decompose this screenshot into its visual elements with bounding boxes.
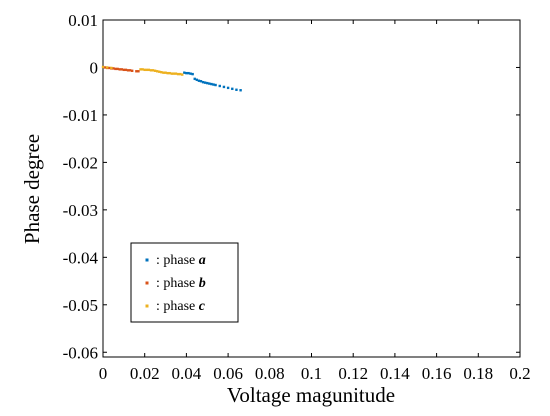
x-tick-label: 0.08 (255, 364, 285, 383)
data-point-phase-c (168, 71, 171, 75)
data-point-phase-b (126, 69, 130, 72)
data-point-phase-a (191, 72, 194, 76)
data-point-phase-c (166, 71, 169, 75)
x-tick-label: 0.1 (301, 364, 322, 383)
legend-marker (145, 281, 149, 285)
data-point-phase-a (201, 80, 205, 84)
y-tick-label: -0.04 (63, 248, 99, 267)
data-point-phase-a (210, 82, 213, 86)
legend-label-phase-letter: a (199, 253, 206, 268)
data-point-phase-c (101, 65, 105, 69)
legend-label-prefix: : phase (156, 299, 199, 314)
data-point-phase-a (193, 77, 196, 81)
x-tick-label: 0.14 (380, 364, 410, 383)
y-tick-label: -0.06 (63, 343, 98, 362)
data-point-phase-b (103, 66, 107, 69)
data-point-phase-c (141, 68, 144, 71)
data-point-phase-a (203, 81, 207, 84)
data-point-phase-a (197, 79, 201, 82)
data-point-phase-b (124, 68, 128, 72)
data-point-phase-a (195, 78, 199, 82)
y-tick-label: 0 (90, 58, 99, 77)
data-point-phase-a (212, 83, 215, 86)
data-point-phase-c (147, 68, 151, 72)
legend-marker (145, 258, 149, 262)
y-tick-label: 0.01 (68, 11, 98, 30)
data-point-phase-c (164, 71, 167, 74)
data-point-phase-a (208, 82, 211, 85)
legend-marker (145, 304, 149, 308)
data-point-phase-b (122, 68, 126, 72)
data-point-phase-b (120, 68, 123, 71)
data-point-phase-b (112, 67, 115, 70)
legend-label-phase-letter: c (199, 299, 206, 314)
data-point-phase-c (170, 72, 174, 75)
x-tick-label: 0.02 (130, 364, 160, 383)
data-point-phase-a (199, 80, 203, 83)
x-axis-label: Voltage magunitude (227, 383, 395, 407)
data-point-phase-c (160, 71, 163, 74)
y-tick-label: -0.01 (63, 106, 98, 125)
data-point-phase-a (239, 89, 242, 92)
data-point-phase-a (206, 81, 209, 85)
data-point-phase-a (183, 71, 186, 74)
y-axis-label: Phase degree (20, 134, 44, 244)
data-point-phase-b (135, 70, 138, 73)
x-tick-label: 0 (99, 364, 108, 383)
data-point-phase-b (114, 67, 117, 71)
data-point-phase-c (176, 72, 180, 76)
y-tick-label: -0.05 (63, 296, 98, 315)
legend: : phase a: phase b: phase c (130, 242, 239, 323)
legend-label-phase-letter: b (199, 276, 206, 291)
data-point-phase-c (153, 69, 157, 72)
data-point-phase-a (235, 88, 238, 91)
data-point-phase-c (162, 71, 165, 74)
x-tick-label: 0.04 (172, 364, 202, 383)
data-point-phase-c (105, 66, 109, 69)
data-point-phase-a (214, 83, 217, 87)
data-point-phase-a (222, 85, 226, 89)
legend-label: : phase a (156, 253, 206, 268)
x-axis: 0 0.02 0.04 0.06 0.08 0.1 0.12 0.14 0.16 0.18 0.2 (99, 20, 531, 383)
data-point-phase-b (116, 67, 119, 71)
x-tick-label: 0.2 (509, 364, 530, 383)
x-tick-label: 0.06 (213, 364, 243, 383)
data-point-phase-c (174, 72, 178, 75)
data-point-phase-c (158, 70, 161, 73)
x-tick-label: 0.16 (422, 364, 452, 383)
data-point-phase-a (226, 86, 230, 90)
y-axis: 0.01 0 -0.01 -0.02 -0.03 -0.04 -0.05 -0.06 (63, 11, 520, 362)
x-tick-label: 0.12 (338, 364, 368, 383)
data-point-phase-c (145, 68, 148, 72)
data-point-phase-a (187, 71, 190, 75)
data-point-phase-c (172, 72, 176, 75)
legend-label-prefix: : phase (156, 253, 199, 268)
data-point-phase-c (181, 73, 184, 76)
data-point-phase-b (130, 69, 134, 72)
legend-label: : phase c (156, 299, 206, 314)
x-tick-label: 0.18 (463, 364, 493, 383)
legend-label-prefix: : phase (156, 276, 199, 291)
data-point-phase-a (231, 87, 234, 91)
data-point-phase-a (218, 84, 221, 88)
data-point-phase-c (110, 66, 113, 70)
data-point-phase-c (151, 69, 155, 72)
data-point-phase-c (139, 68, 142, 71)
data-point-phase-a (185, 71, 188, 75)
data-point-phase-c (149, 69, 153, 72)
legend-label: : phase b (156, 276, 206, 291)
data-points (101, 65, 242, 92)
legend-box (130, 242, 239, 323)
data-point-phase-b (118, 68, 121, 71)
data-point-phase-a (189, 72, 192, 75)
data-point-phase-c (156, 70, 159, 73)
data-point-phase-c (178, 72, 182, 76)
y-tick-label: -0.03 (63, 201, 98, 220)
data-point-phase-c (143, 68, 146, 72)
data-point-phase-b (128, 69, 132, 72)
data-point-phase-b (108, 66, 111, 70)
y-tick-label: -0.02 (63, 153, 98, 172)
data-point-phase-b (137, 70, 140, 73)
